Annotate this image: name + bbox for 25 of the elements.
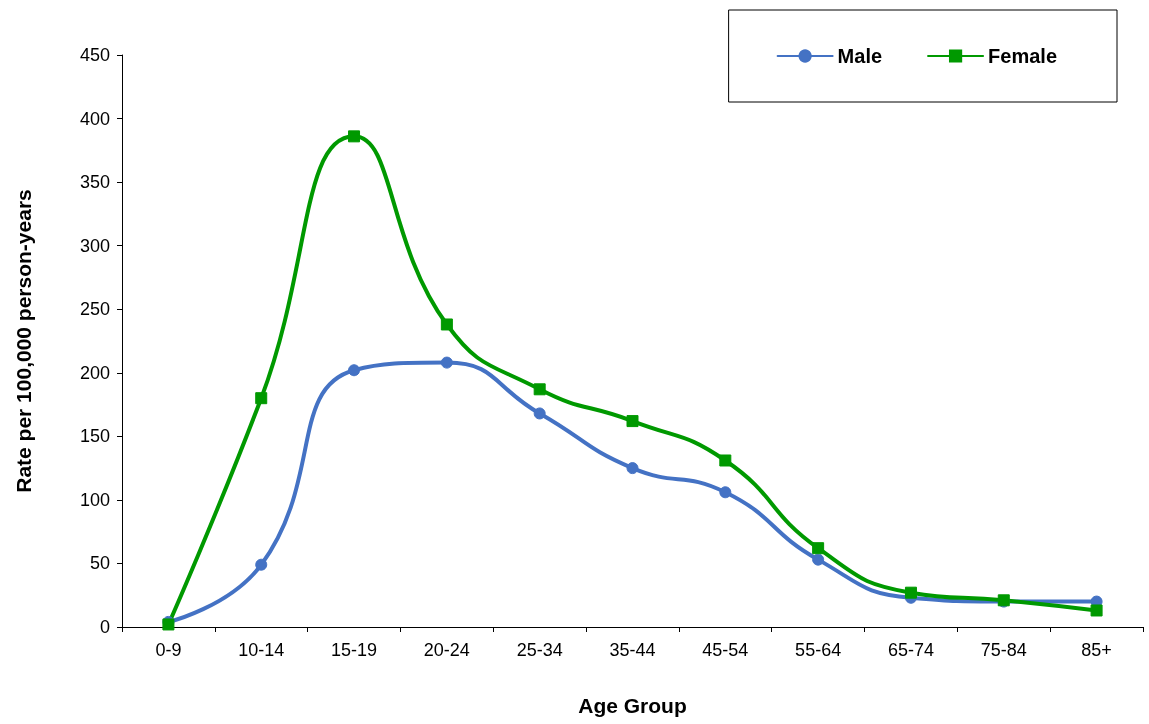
x-tick-label: 20-24: [423, 640, 470, 660]
y-tick-label: 300: [79, 235, 110, 256]
y-tick-label: 200: [79, 362, 110, 383]
x-tick-label: 10-14: [238, 640, 285, 660]
x-tick-label: 45-54: [702, 640, 749, 660]
y-tick-label: 100: [79, 489, 110, 510]
y-tick-label: 50: [89, 553, 110, 574]
x-tick-label: 75-84: [980, 640, 1027, 660]
x-tick-label: 85+: [1081, 640, 1112, 660]
x-tick-label: 25-34: [516, 640, 563, 660]
x-tick-label: 35-44: [609, 640, 656, 660]
x-tick-label: 15-19: [331, 640, 378, 660]
legend-label: Female: [988, 45, 1058, 67]
x-tick-label: 65-74: [887, 640, 934, 660]
y-tick-label: 400: [79, 108, 110, 129]
y-tick-label: 150: [79, 426, 110, 447]
x-tick-label: 0-9: [155, 640, 182, 660]
y-tick-label: 250: [79, 299, 110, 320]
y-tick-label: 450: [79, 45, 110, 65]
y-axis-title: Rate per 100,000 person-years: [12, 189, 35, 493]
legend-label: Male: [837, 45, 883, 67]
y-tick-label: 350: [79, 172, 110, 193]
y-tick-label: 0: [99, 617, 110, 637]
x-axis-title: Age Group: [578, 694, 687, 717]
x-tick-label: 55-64: [795, 640, 842, 660]
